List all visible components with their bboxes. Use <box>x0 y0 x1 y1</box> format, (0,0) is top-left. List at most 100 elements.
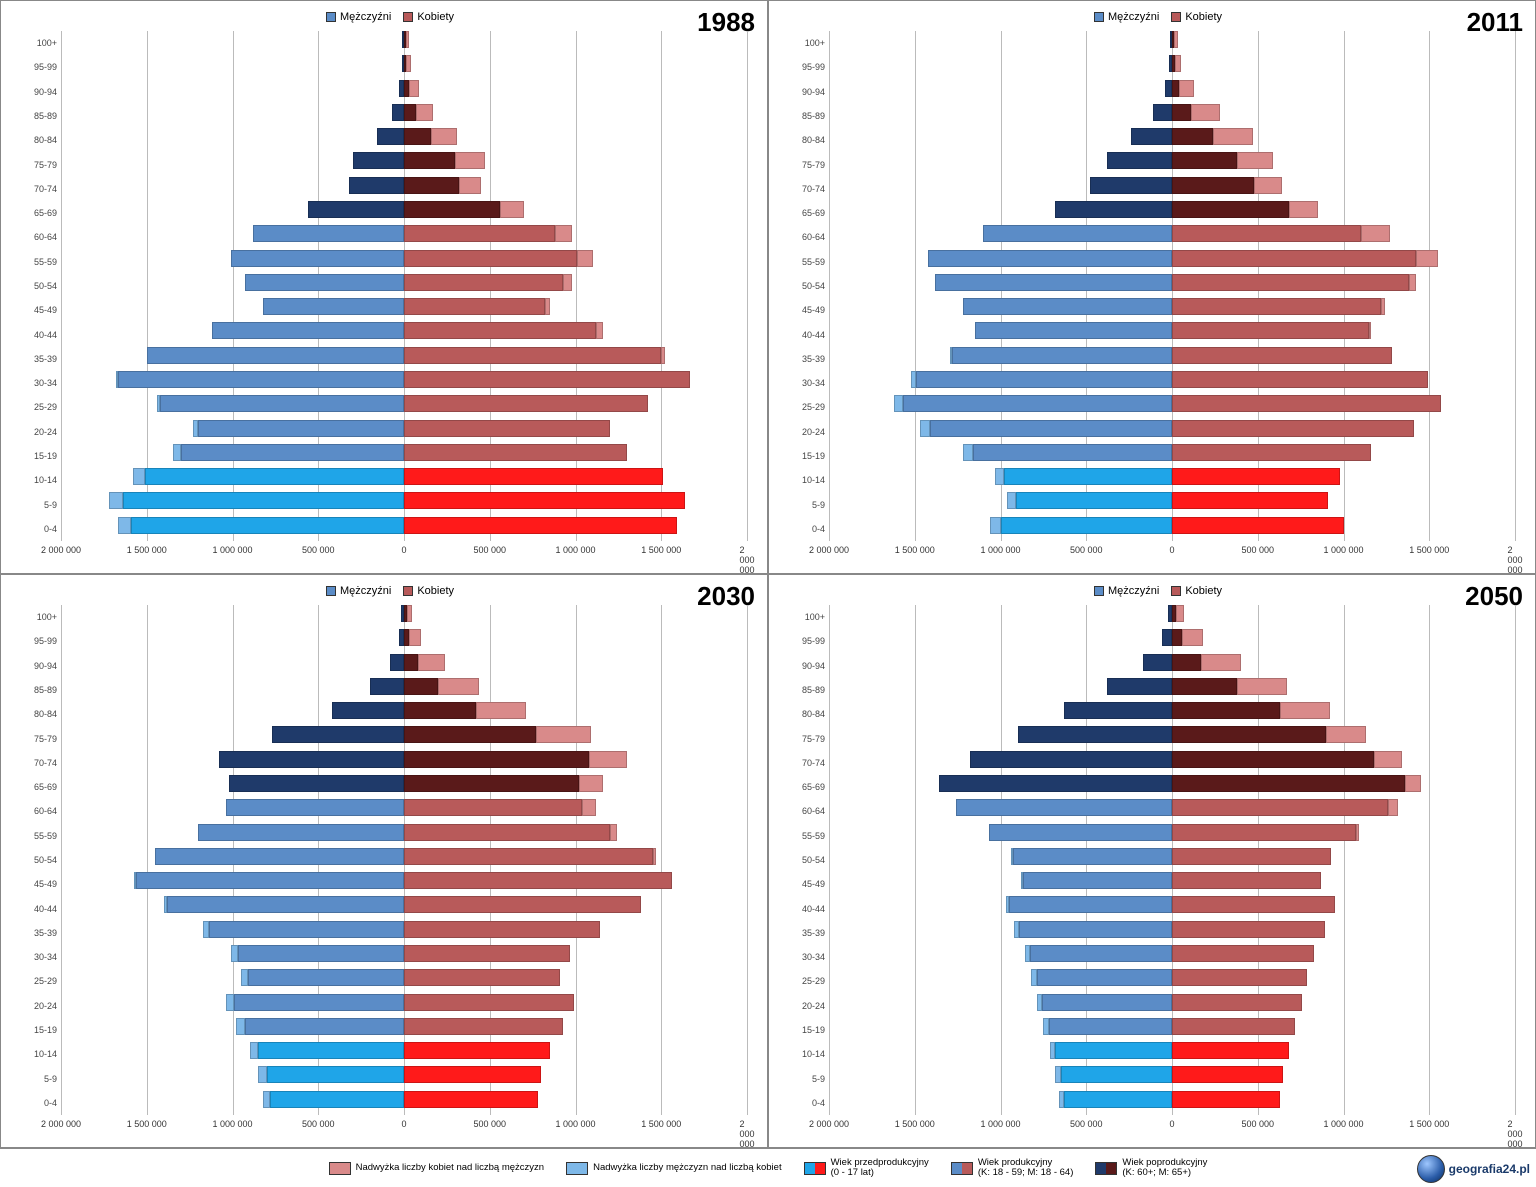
age-label: 95-99 <box>19 62 57 72</box>
female-bar <box>1172 824 1356 841</box>
female-bar <box>1172 298 1381 315</box>
male-bar <box>349 177 404 194</box>
female-bar <box>404 848 653 865</box>
female-bar <box>404 1042 550 1059</box>
age-row: 35-39 <box>829 347 1515 371</box>
age-label: 85-89 <box>787 685 825 695</box>
female-surplus-bar <box>500 201 524 218</box>
age-label: 25-29 <box>787 976 825 986</box>
age-label: 95-99 <box>787 62 825 72</box>
age-row: 95-99 <box>829 629 1515 653</box>
age-row: 50-54 <box>61 274 747 298</box>
male-surplus-bar <box>250 1042 259 1059</box>
age-row: 45-49 <box>61 298 747 322</box>
female-bar <box>1172 921 1325 938</box>
xaxis-tick-label: 1 500 000 <box>127 1119 167 1129</box>
age-label: 70-74 <box>787 758 825 768</box>
female-bar <box>404 969 560 986</box>
female-surplus-bar <box>1416 250 1438 267</box>
female-bar <box>404 128 431 145</box>
age-label: 100+ <box>787 38 825 48</box>
xaxis-tick-label: 1 000 000 <box>1323 545 1363 555</box>
female-surplus-bar <box>555 225 572 242</box>
female-bar <box>1172 104 1191 121</box>
male-bar <box>1018 726 1172 743</box>
female-bar <box>1172 420 1414 437</box>
male-bar <box>219 751 404 768</box>
male-surplus-bar <box>1007 492 1016 509</box>
male-bar <box>238 945 404 962</box>
age-row: 85-89 <box>829 104 1515 128</box>
female-surplus-bar <box>459 177 481 194</box>
age-row: 10-14 <box>61 1042 747 1066</box>
legend-top: MężczyźniKobiety <box>5 579 763 597</box>
male-bar <box>1090 177 1172 194</box>
xaxis-tick-label: 1 000 000 <box>555 545 595 555</box>
male-bar <box>952 347 1172 364</box>
male-bar <box>970 751 1172 768</box>
age-label: 0-4 <box>787 524 825 534</box>
male-bar <box>1023 872 1172 889</box>
female-bar <box>404 775 579 792</box>
xaxis-tick-label: 2 000 000 <box>739 1119 754 1149</box>
male-bar <box>160 395 404 412</box>
female-bar <box>1172 1018 1295 1035</box>
female-surplus-bar <box>1388 799 1398 816</box>
female-bar <box>1172 444 1371 461</box>
male-bar <box>308 201 404 218</box>
male-bar <box>1064 1091 1172 1108</box>
age-row: 30-34 <box>61 371 747 395</box>
age-label: 90-94 <box>787 661 825 671</box>
female-surplus-bar <box>438 678 479 695</box>
age-label: 10-14 <box>787 475 825 485</box>
male-bar <box>147 347 404 364</box>
female-surplus-bar <box>563 274 572 291</box>
male-surplus-bar <box>236 1018 245 1035</box>
pyramid-panel-2050: 2050MężczyźniKobiety100+95-9990-9485-898… <box>768 574 1536 1148</box>
footer-legend-item: Wiek produkcyjny(K: 18 - 59; M: 18 - 64) <box>951 1158 1074 1178</box>
age-row: 85-89 <box>829 678 1515 702</box>
female-surplus-bar <box>1237 678 1287 695</box>
chart-area: 100+95-9990-9485-8980-8475-7970-7465-696… <box>19 31 757 541</box>
age-label: 45-49 <box>19 305 57 315</box>
age-label: 100+ <box>19 612 57 622</box>
male-surplus-bar <box>226 994 235 1011</box>
pyramid-panel-2030: 2030MężczyźniKobiety100+95-9990-9485-898… <box>0 574 768 1148</box>
female-bar <box>1172 945 1314 962</box>
female-bar <box>1172 225 1361 242</box>
age-row: 40-44 <box>829 322 1515 346</box>
age-label: 70-74 <box>19 184 57 194</box>
xaxis-tick-label: 1 500 000 <box>1409 1119 1449 1129</box>
female-bar <box>404 298 545 315</box>
female-surplus-bar <box>1179 80 1194 97</box>
male-bar <box>377 128 404 145</box>
female-bar <box>1172 751 1374 768</box>
xaxis-tick-label: 2 000 000 <box>1507 545 1522 575</box>
female-surplus-bar <box>1191 104 1220 121</box>
female-bar <box>404 1066 541 1083</box>
female-bar <box>1172 347 1392 364</box>
age-label: 75-79 <box>19 734 57 744</box>
age-label: 15-19 <box>19 1025 57 1035</box>
xaxis-tick-label: 0 <box>401 545 406 555</box>
male-bar <box>226 799 404 816</box>
age-row: 65-69 <box>61 775 747 799</box>
xaxis-tick-label: 2 000 000 <box>1507 1119 1522 1149</box>
age-row: 80-84 <box>61 128 747 152</box>
female-bar <box>1172 177 1254 194</box>
age-row: 40-44 <box>829 896 1515 920</box>
male-bar <box>939 775 1172 792</box>
male-bar <box>229 775 404 792</box>
female-bar <box>404 517 677 534</box>
age-label: 20-24 <box>787 427 825 437</box>
age-row: 5-9 <box>61 492 747 516</box>
male-surplus-bar <box>173 444 182 461</box>
age-row: 60-64 <box>61 799 747 823</box>
female-surplus-bar <box>589 751 627 768</box>
age-label: 5-9 <box>19 500 57 510</box>
female-surplus-bar <box>1201 654 1240 671</box>
male-bar <box>136 872 404 889</box>
male-surplus-bar <box>231 945 238 962</box>
male-bar <box>1153 104 1172 121</box>
male-bar <box>1049 1018 1172 1035</box>
